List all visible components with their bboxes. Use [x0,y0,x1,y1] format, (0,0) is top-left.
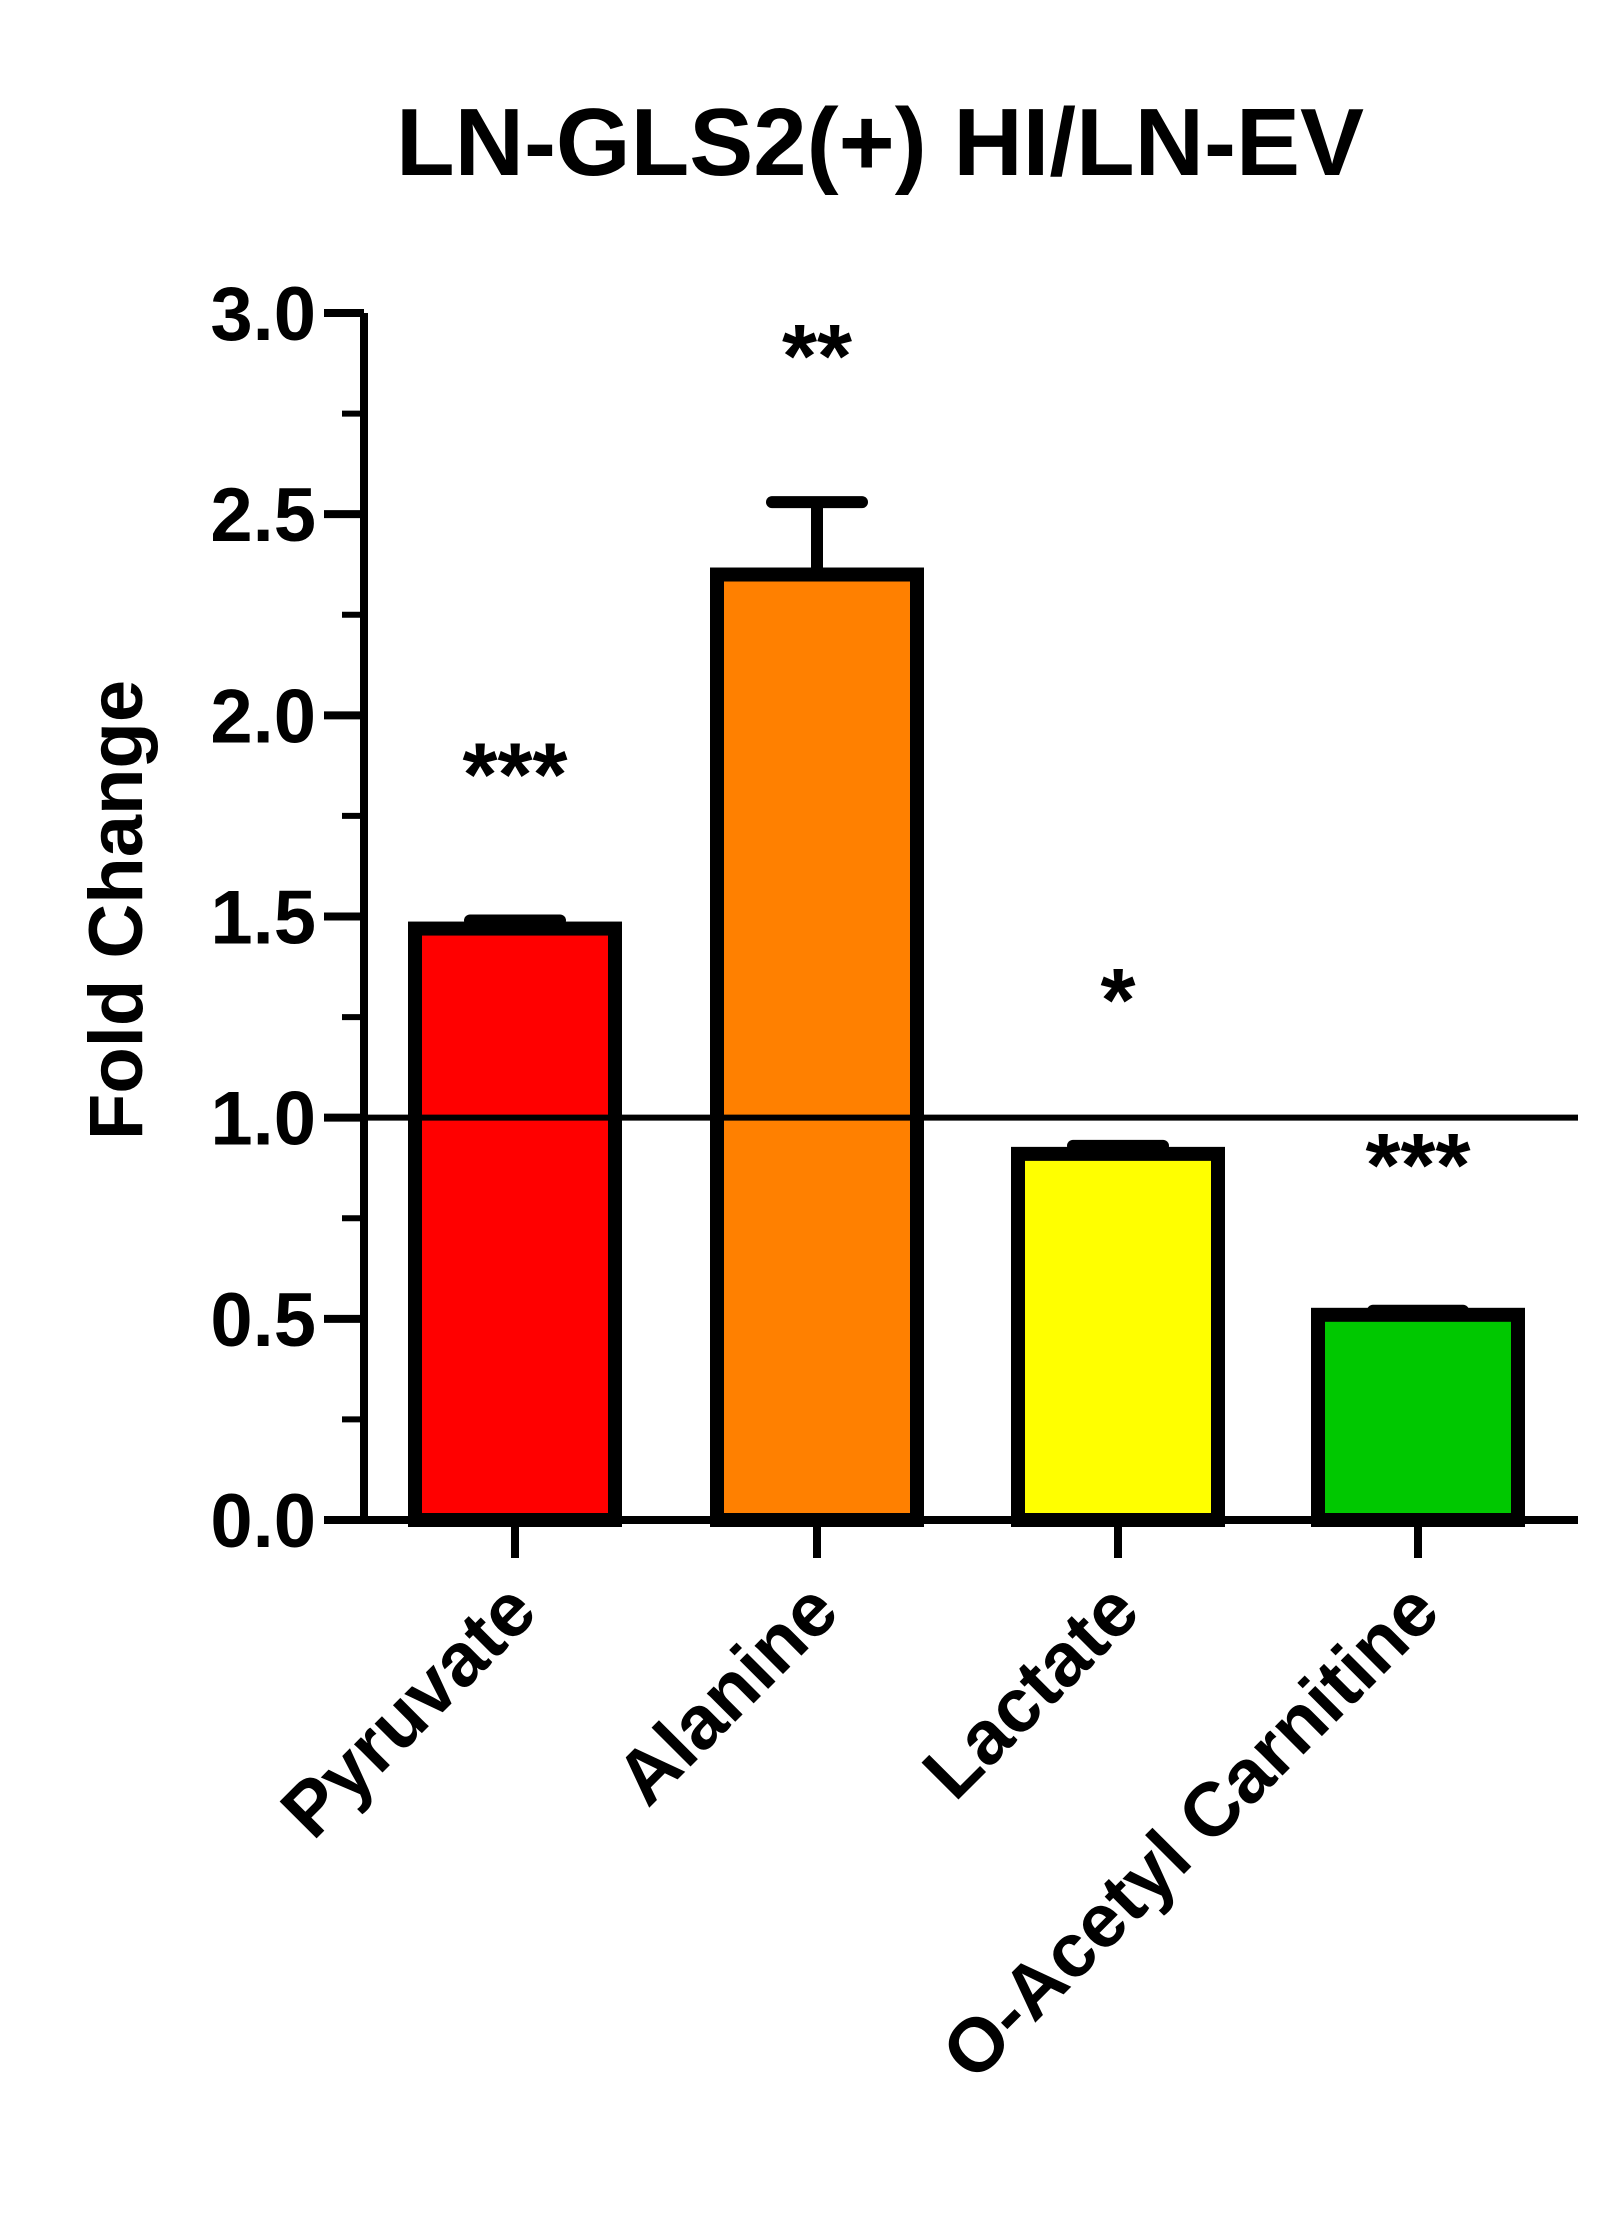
y-tick-label-0: 0.0 [210,1479,316,1564]
significance-label-2: * [1100,951,1135,1051]
y-tick-label-6: 3.0 [210,272,316,357]
y-tick-label-2: 1.0 [210,1077,316,1162]
bar-3 [1311,1307,1525,1528]
chart-title: LN-GLS2(+) HI/LN-EV [396,89,1364,196]
plot-area: *** Pyruvate ** Alanine * Lactate *** O-Acetyl … [210,272,1578,2096]
y-tick-label-5: 2.5 [210,473,316,558]
x-tick-label-1: Alanine [600,1567,854,1821]
y-tick-label-3: 1.5 [210,876,316,961]
significance-label-1: ** [782,307,852,407]
y-tick-label-4: 2.0 [210,674,316,759]
y-axis-label: Fold Change [74,680,159,1140]
bar-2 [1011,1146,1225,1528]
bar-1 [710,567,924,1527]
y-tick-label-1: 0.5 [210,1278,316,1363]
significance-label-3: *** [1365,1116,1470,1216]
significance-label-0: *** [462,726,567,826]
x-tick-label-3: O-Acetyl Carnitine [926,1567,1455,2096]
bar-0 [408,921,622,1527]
x-tick-label-2: Lactate [907,1567,1155,1815]
x-tick-label-0: Pyruvate [265,1567,552,1854]
